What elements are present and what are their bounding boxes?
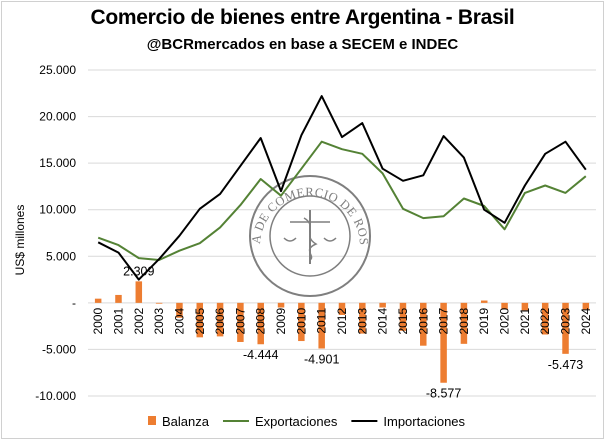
- bar-balanza: [237, 302, 244, 342]
- x-tick-label: 2022: [538, 308, 552, 335]
- x-tick-label: 2019: [477, 308, 491, 335]
- chart-title: Comercio de bienes entre Argentina - Bra…: [90, 6, 515, 29]
- seal-outer-ring: [249, 175, 371, 297]
- y-tick-label: 5.000: [46, 249, 76, 263]
- x-tick-label: 2006: [213, 308, 227, 335]
- series-lines: [97, 95, 587, 281]
- x-tick-label: 2017: [437, 308, 451, 335]
- bar-balanza: [176, 302, 183, 318]
- x-tick-label: 2023: [559, 308, 573, 335]
- bar-balanza: [541, 302, 549, 335]
- bar-balanza: [379, 302, 386, 308]
- x-tick-label: 2001: [111, 308, 125, 335]
- bar-balanza: [94, 298, 102, 303]
- bar-balanza: [298, 302, 305, 342]
- data-labels: 2.309 -4.444 -4.901 -8.577 -5.473: [123, 264, 583, 400]
- x-tick-label: 2010: [294, 308, 308, 335]
- bar-balanza: [480, 300, 488, 303]
- x-tick-label: 2008: [254, 308, 268, 335]
- bar-balanza: [399, 302, 407, 331]
- data-label: -4.901: [304, 353, 339, 367]
- x-tick-label: 2004: [172, 308, 186, 335]
- legend: Balanza Exportaciones Importaciones: [148, 414, 466, 429]
- x-tick-label: 2020: [498, 308, 512, 335]
- bar-balanza: [521, 302, 529, 311]
- x-tick-label: 2002: [132, 308, 146, 335]
- y-tick-label: 25.000: [39, 63, 76, 77]
- y-tick-label: -10.000: [35, 389, 76, 403]
- y-tick-label: 10.000: [39, 203, 76, 217]
- bar-balanza: [440, 302, 447, 383]
- y-tick-label: -: [72, 296, 76, 310]
- y-tick-labels: 25.000 20.000 15.000 10.000 5.000 - -5.000 -10.…: [35, 63, 76, 403]
- x-tick-labels: 2000 2001 2002 2003 2004 2005 2006 2007 2008 2009…: [91, 308, 593, 335]
- legend-swatch: [148, 416, 156, 425]
- bar-balanza: [257, 302, 264, 345]
- x-tick-label: 2014: [376, 308, 390, 335]
- bar-balanza: [277, 302, 285, 308]
- x-tick-label: 2003: [152, 308, 166, 335]
- x-tick-label: 2013: [355, 308, 369, 335]
- seal-inner-ring: [269, 195, 351, 277]
- bar-balanza: [460, 302, 468, 344]
- x-tick-label: 2016: [416, 308, 430, 335]
- bar-balanza: [115, 294, 122, 303]
- x-tick-label: 2024: [579, 308, 593, 335]
- x-tick-label: 2005: [193, 308, 207, 335]
- legend-label: Exportaciones: [255, 414, 338, 429]
- data-label: -8.577: [426, 387, 461, 401]
- y-tick-label: -5.000: [42, 342, 76, 356]
- legend-label: Balanza: [162, 414, 210, 429]
- x-tick-label: 2012: [335, 308, 349, 335]
- line-exportaciones: [97, 140, 587, 261]
- data-label: -5.473: [548, 358, 583, 372]
- bar-balanza: [196, 302, 204, 338]
- seal-scale-pans-icon: [283, 237, 337, 242]
- y-axis-label: US$ millones: [13, 205, 27, 276]
- x-tick-label: 2009: [274, 308, 288, 335]
- bar-balanza: [562, 302, 569, 354]
- x-tick-label: 2018: [457, 308, 471, 335]
- bar-balanza: [135, 281, 143, 303]
- bar-balanza: [420, 302, 427, 346]
- seal-serpent-icon: [303, 217, 318, 261]
- x-tick-label: 2015: [396, 308, 410, 335]
- data-label: -4.444: [243, 348, 278, 362]
- bar-balanza: [501, 302, 508, 310]
- x-tick-label: 2007: [233, 308, 247, 335]
- balanza-bars: [94, 281, 590, 383]
- x-tick-label: 2011: [315, 308, 329, 334]
- x-tick-label: 2021: [518, 308, 532, 335]
- y-tick-label: 15.000: [39, 156, 76, 170]
- y-tick-label: 20.000: [39, 110, 76, 124]
- bar-balanza: [318, 302, 325, 349]
- x-tick-label: 2000: [91, 308, 105, 335]
- bar-balanza: [338, 302, 346, 315]
- chart-subtitle: @BCRmercados en base a SECEM e INDEC: [146, 36, 459, 53]
- data-label: 2.309: [123, 264, 154, 278]
- legend-label: Importaciones: [383, 414, 465, 429]
- bar-balanza: [359, 302, 366, 334]
- line-importaciones: [97, 95, 587, 281]
- gridlines: [88, 69, 596, 397]
- bar-balanza: [155, 302, 163, 304]
- bar-balanza: [216, 302, 224, 337]
- bar-balanza: [582, 302, 590, 310]
